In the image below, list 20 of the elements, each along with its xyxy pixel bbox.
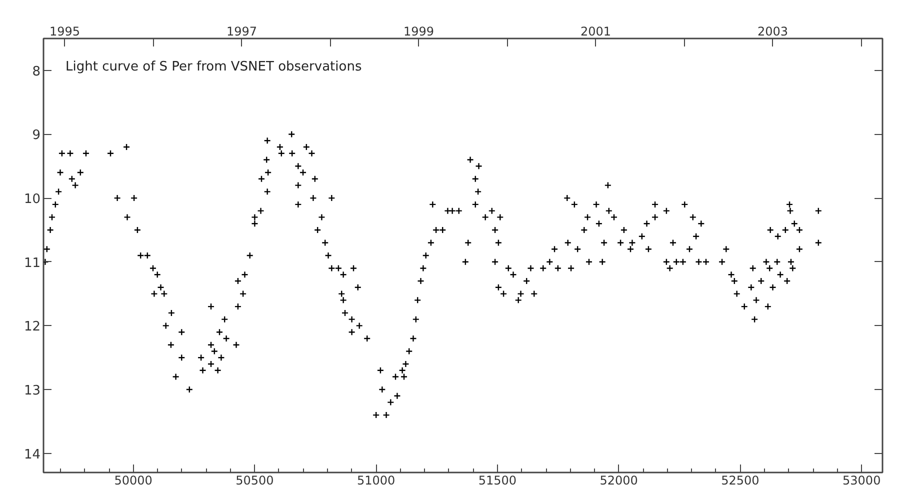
y-tick-label: 9 [32, 128, 41, 144]
x2-tick-label: 2001 [580, 24, 612, 38]
x2-tick-label: 1995 [49, 24, 80, 38]
text: Light curve of S Per from VSNET observations [66, 60, 362, 74]
y-tick-label: 14 [24, 447, 41, 462]
y-tick-label: 13 [24, 384, 41, 399]
x-tick-label: 51500 [478, 474, 517, 488]
y-tick-label: 12 [24, 320, 41, 335]
x2-tick-label: 2003 [757, 24, 788, 38]
x-tick-label: 50500 [236, 474, 274, 488]
x-tick-label: 50000 [114, 474, 152, 488]
x2-tick-label: 1997 [226, 24, 258, 38]
x-tick-label: 51000 [357, 474, 396, 488]
x2-tick-label: 1999 [403, 24, 434, 38]
y-tick-label: 10 [24, 192, 41, 208]
y-tick-label: 11 [24, 256, 41, 271]
y-tick-label: 8 [32, 64, 41, 80]
x-tick-label: 52500 [721, 474, 760, 488]
x-tick-label: 52000 [600, 474, 638, 488]
x-tick-label: 53000 [842, 474, 881, 488]
